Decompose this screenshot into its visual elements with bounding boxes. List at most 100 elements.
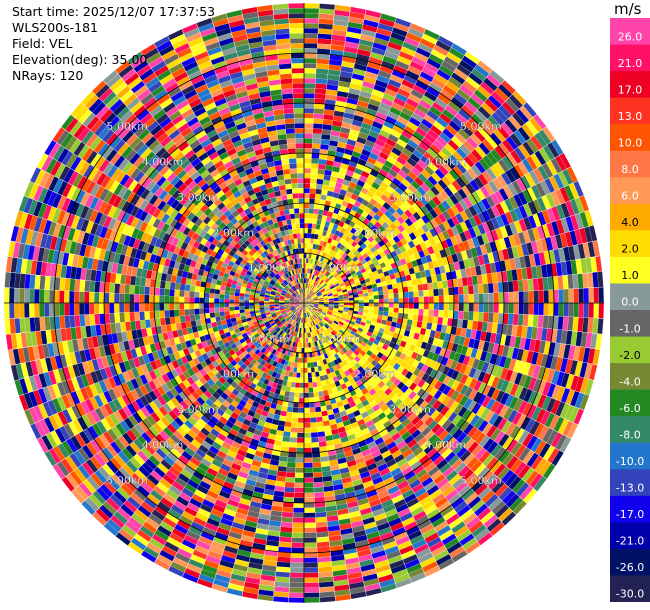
velocity-gate <box>390 467 402 477</box>
velocity-gate <box>416 340 423 348</box>
velocity-gate <box>517 126 531 142</box>
velocity-gate <box>569 406 580 423</box>
velocity-gate <box>330 276 335 281</box>
velocity-gate <box>564 405 575 421</box>
velocity-gate <box>441 60 457 73</box>
velocity-gate <box>314 496 325 503</box>
velocity-gate <box>550 191 561 206</box>
velocity-gate <box>398 307 404 314</box>
velocity-gate <box>407 439 418 449</box>
velocity-gate <box>538 252 546 266</box>
velocity-gate <box>380 416 390 425</box>
velocity-gate <box>363 19 379 28</box>
velocity-gate <box>502 313 509 325</box>
velocity-gate <box>305 273 308 279</box>
velocity-gate <box>253 537 267 545</box>
velocity-gate <box>468 338 475 348</box>
velocity-gate <box>325 505 337 512</box>
velocity-gate <box>179 364 188 373</box>
velocity-gate <box>351 327 358 333</box>
velocity-gate <box>225 503 238 513</box>
velocity-gate <box>499 356 507 368</box>
velocity-gate <box>282 364 288 371</box>
velocity-gate <box>375 335 382 342</box>
velocity-gate <box>284 360 289 366</box>
velocity-gate <box>317 33 332 40</box>
velocity-gate <box>516 244 524 257</box>
velocity-gate <box>388 214 397 223</box>
velocity-gate <box>241 461 252 470</box>
velocity-gate <box>360 187 369 195</box>
velocity-gate <box>266 315 273 320</box>
velocity-gate <box>82 444 94 459</box>
velocity-gate <box>415 353 423 362</box>
velocity-gate <box>285 386 291 392</box>
velocity-gate <box>281 343 286 349</box>
velocity-gate <box>263 405 271 413</box>
velocity-gate <box>320 461 330 467</box>
velocity-gate <box>289 577 304 583</box>
velocity-gate <box>290 314 295 319</box>
velocity-gate <box>66 438 78 453</box>
velocity-gate <box>446 388 456 398</box>
velocity-gate <box>192 344 199 352</box>
velocity-gate <box>555 329 563 344</box>
velocity-gate <box>513 428 525 442</box>
velocity-gate <box>329 540 343 547</box>
velocity-gate <box>304 452 313 458</box>
velocity-gate <box>187 368 195 377</box>
velocity-gate <box>304 382 309 388</box>
velocity-gate <box>366 340 374 347</box>
velocity-gate <box>52 398 62 413</box>
velocity-gate <box>400 360 408 369</box>
velocity-gate <box>497 418 508 431</box>
velocity-gate <box>537 315 544 328</box>
velocity-gate <box>183 464 196 475</box>
velocity-gate <box>406 157 417 167</box>
velocity-gate <box>373 310 379 315</box>
velocity-gate <box>423 29 440 40</box>
velocity-gate <box>304 73 316 79</box>
velocity-gate <box>415 515 429 526</box>
velocity-gate <box>331 387 338 394</box>
velocity-gate <box>331 343 337 349</box>
velocity-gate <box>497 466 510 480</box>
velocity-gate <box>362 347 369 354</box>
velocity-gate <box>452 318 458 327</box>
velocity-gate <box>164 355 172 364</box>
velocity-gate <box>417 370 426 379</box>
velocity-gate <box>187 443 199 453</box>
velocity-gate <box>328 145 337 152</box>
velocity-gate <box>297 311 300 317</box>
velocity-gate <box>193 422 204 432</box>
velocity-gate <box>313 238 318 245</box>
velocity-gate <box>421 224 430 233</box>
velocity-gate <box>304 53 317 59</box>
velocity-gate <box>459 144 471 156</box>
velocity-gate <box>339 132 349 139</box>
velocity-gate <box>237 502 250 511</box>
velocity-gate <box>419 327 427 336</box>
velocity-gate <box>374 369 382 377</box>
velocity-gate <box>361 149 371 157</box>
velocity-gate <box>250 358 257 366</box>
velocity-gate <box>408 425 418 435</box>
velocity-gate <box>296 311 300 317</box>
velocity-gate <box>311 163 319 169</box>
velocity-gate <box>437 364 446 374</box>
velocity-gate <box>382 229 390 237</box>
velocity-gate <box>374 189 384 198</box>
velocity-gate <box>182 379 191 389</box>
velocity-gate <box>388 463 399 472</box>
velocity-gate <box>373 260 380 267</box>
velocity-gate <box>347 312 353 316</box>
velocity-gate <box>336 90 349 98</box>
velocity-gate <box>428 309 434 317</box>
velocity-gate <box>340 436 349 443</box>
velocity-gate <box>570 260 578 275</box>
velocity-gate <box>367 377 375 385</box>
velocity-gate <box>399 83 413 94</box>
velocity-gate <box>274 388 281 395</box>
velocity-gate <box>355 457 365 465</box>
velocity-gate <box>315 516 327 523</box>
